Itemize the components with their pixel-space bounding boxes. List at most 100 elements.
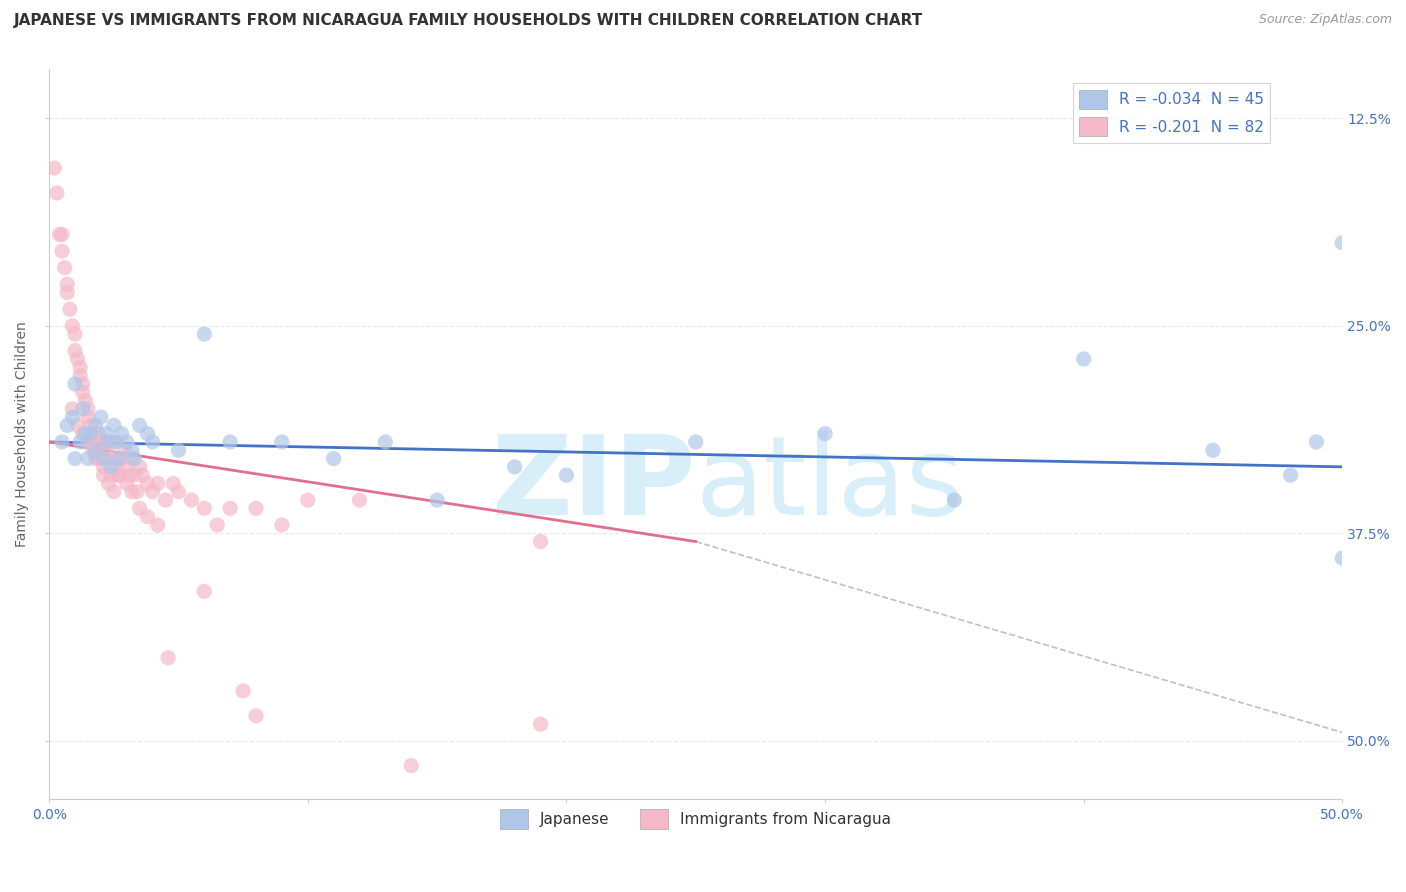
Point <box>87 426 110 441</box>
Point <box>97 451 120 466</box>
Point <box>77 410 100 425</box>
Point <box>943 493 966 508</box>
Point <box>219 501 242 516</box>
Point <box>180 493 202 508</box>
Point <box>59 302 82 317</box>
Point <box>66 351 89 366</box>
Point <box>63 451 86 466</box>
Point <box>62 318 84 333</box>
Point <box>142 434 165 449</box>
Point <box>219 434 242 449</box>
Point <box>108 468 131 483</box>
Point <box>1305 434 1327 449</box>
Point <box>79 426 101 441</box>
Point <box>94 426 117 441</box>
Point <box>118 468 141 483</box>
Point <box>62 410 84 425</box>
Point <box>56 418 79 433</box>
Point <box>108 468 131 483</box>
Point <box>90 434 112 449</box>
Point <box>51 434 73 449</box>
Point <box>93 468 115 483</box>
Point <box>103 484 125 499</box>
Point <box>44 161 66 175</box>
Point <box>131 468 153 483</box>
Point <box>1073 351 1095 366</box>
Point <box>125 484 148 499</box>
Point <box>87 451 110 466</box>
Point <box>56 277 79 292</box>
Text: ZIP: ZIP <box>492 432 696 538</box>
Point <box>84 418 107 433</box>
Text: Source: ZipAtlas.com: Source: ZipAtlas.com <box>1258 13 1392 27</box>
Point <box>63 376 86 391</box>
Point <box>97 434 120 449</box>
Point <box>136 476 159 491</box>
Point <box>245 709 267 723</box>
Point <box>555 468 578 483</box>
Point <box>1279 468 1302 483</box>
Point <box>245 501 267 516</box>
Point <box>100 468 122 483</box>
Point <box>128 418 150 433</box>
Point <box>374 434 396 449</box>
Legend: Japanese, Immigrants from Nicaragua: Japanese, Immigrants from Nicaragua <box>495 803 897 835</box>
Point <box>193 584 215 599</box>
Point <box>685 434 707 449</box>
Point <box>72 376 94 391</box>
Point <box>124 451 146 466</box>
Point <box>121 443 143 458</box>
Point <box>115 434 138 449</box>
Point <box>136 426 159 441</box>
Point <box>112 443 135 458</box>
Point <box>193 501 215 516</box>
Point <box>128 501 150 516</box>
Point <box>72 401 94 416</box>
Point <box>136 509 159 524</box>
Point <box>162 476 184 491</box>
Point <box>207 518 229 533</box>
Point <box>69 360 91 375</box>
Point <box>90 410 112 425</box>
Point <box>94 434 117 449</box>
Point <box>157 650 180 665</box>
Point <box>167 443 190 458</box>
Point <box>90 451 112 466</box>
Point <box>100 459 122 474</box>
Point <box>82 443 104 458</box>
Point <box>63 343 86 358</box>
Point <box>1202 443 1225 458</box>
Point <box>108 451 131 466</box>
Point <box>110 426 132 441</box>
Point <box>399 758 422 772</box>
Point <box>69 368 91 383</box>
Point <box>503 459 526 474</box>
Point <box>103 418 125 433</box>
Point <box>529 717 551 731</box>
Point <box>93 451 115 466</box>
Point <box>72 385 94 400</box>
Point <box>103 434 125 449</box>
Text: atlas: atlas <box>696 432 965 538</box>
Point <box>270 518 292 533</box>
Point <box>93 459 115 474</box>
Point <box>529 534 551 549</box>
Point <box>297 493 319 508</box>
Point <box>69 434 91 449</box>
Point <box>51 227 73 242</box>
Point <box>128 459 150 474</box>
Point <box>62 401 84 416</box>
Point <box>79 426 101 441</box>
Text: JAPANESE VS IMMIGRANTS FROM NICARAGUA FAMILY HOUSEHOLDS WITH CHILDREN CORRELATIO: JAPANESE VS IMMIGRANTS FROM NICARAGUA FA… <box>14 13 924 29</box>
Point <box>155 493 177 508</box>
Point <box>56 285 79 300</box>
Point <box>110 451 132 466</box>
Point <box>270 434 292 449</box>
Point <box>53 260 76 275</box>
Point <box>349 493 371 508</box>
Point <box>146 476 169 491</box>
Point <box>82 434 104 449</box>
Point <box>84 451 107 466</box>
Point <box>142 484 165 499</box>
Point <box>124 468 146 483</box>
